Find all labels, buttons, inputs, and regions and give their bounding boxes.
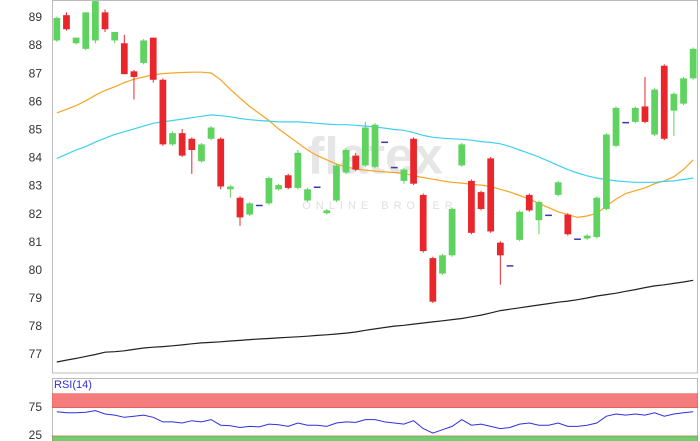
candle-body [689, 48, 697, 79]
moving-average [56, 279, 694, 363]
y-tick-label: 86 [29, 94, 43, 108]
candle-body [564, 214, 572, 235]
y-tick-label: 25 [29, 428, 43, 441]
candle-body [188, 138, 196, 150]
candle-body [149, 37, 157, 80]
y-tick-label: 75 [29, 400, 43, 414]
candle-body [178, 133, 186, 156]
candle-body [651, 89, 658, 135]
rsi-frame [52, 378, 698, 441]
candle-body [72, 37, 80, 44]
moving-average [56, 71, 694, 219]
candle-body [670, 93, 678, 111]
candle-body [246, 203, 254, 215]
candle-body [506, 265, 514, 267]
candle-body [458, 144, 466, 166]
candle-body [284, 175, 292, 188]
watermark-subtitle: ONLINE BROKER [302, 200, 457, 212]
candle-body [130, 71, 138, 77]
candle-body [400, 169, 408, 181]
candle-body [583, 235, 591, 239]
rsi-plot [52, 393, 698, 441]
candle-body [82, 12, 90, 49]
candle-body [361, 127, 369, 166]
y-tick-label: 89 [29, 10, 43, 24]
y-tick-label: 77 [29, 347, 43, 361]
candle-body [140, 40, 147, 63]
candle-body [207, 127, 215, 139]
candle-body [265, 178, 273, 204]
candle-body [217, 138, 225, 187]
candle-body [342, 149, 350, 173]
candle-body [477, 192, 485, 209]
y-tick-label: 88 [29, 38, 43, 52]
candle-body [680, 78, 687, 104]
candle-body [641, 106, 649, 122]
candle-body [525, 194, 533, 211]
candle-body [120, 43, 128, 75]
plot-frame [52, 0, 698, 374]
candle-body [169, 133, 176, 145]
candle-body [612, 107, 620, 146]
y-tick-label: 83 [29, 179, 43, 193]
candle-body [535, 201, 543, 221]
candle-body [255, 204, 263, 207]
rsi-zone [52, 435, 698, 441]
candle-body [390, 166, 398, 169]
candle-body [333, 165, 340, 201]
y-tick-label: 79 [29, 291, 43, 305]
candle-body [304, 189, 311, 201]
candle-body [63, 15, 70, 30]
candle-body [313, 186, 321, 188]
candle-body [419, 194, 427, 252]
rsi-line [56, 410, 694, 434]
candle-body [487, 158, 495, 232]
rsi-zone [52, 393, 698, 409]
candle-body [554, 182, 562, 195]
candle-body [198, 144, 205, 162]
candle-body [448, 208, 456, 256]
candle-body [381, 141, 389, 144]
candle-body [574, 238, 581, 240]
candle-body [101, 12, 109, 30]
candle-body [371, 124, 379, 167]
candle-body [226, 186, 234, 190]
candle-body [53, 17, 61, 41]
candle-body [468, 180, 475, 233]
candle-body [496, 242, 504, 256]
candle-body [275, 185, 282, 190]
candle-body [516, 211, 524, 240]
y-tick-label: 87 [29, 66, 43, 80]
y-tick-label: 80 [29, 263, 43, 277]
y-tick-label: 78 [29, 319, 43, 333]
candle-body [236, 197, 244, 218]
y-tick-label: 82 [29, 207, 43, 221]
candle-body [593, 197, 601, 238]
candle-body [323, 210, 331, 214]
candle-body [92, 1, 99, 41]
candle-body [439, 255, 446, 274]
candle-body [111, 32, 119, 41]
candle-body [631, 107, 639, 122]
candle-body [159, 79, 167, 145]
rsi-title: RSI(14) [54, 379, 92, 391]
candle-body [660, 65, 668, 139]
candle-body [410, 138, 417, 184]
candle-body [603, 134, 610, 209]
candle-body [429, 258, 437, 302]
candle-body [294, 152, 302, 188]
candle-body [545, 214, 552, 217]
main-plot [53, 1, 697, 363]
y-tick-label: 81 [29, 235, 43, 249]
y-tick-label: 85 [29, 122, 43, 136]
y-tick-label: 84 [29, 151, 43, 165]
candle-body [352, 155, 360, 170]
candle-body [622, 121, 630, 124]
